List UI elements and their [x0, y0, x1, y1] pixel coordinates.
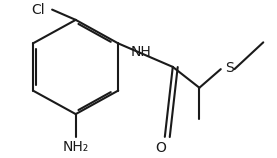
Text: S: S: [225, 61, 234, 75]
Text: Cl: Cl: [32, 3, 45, 17]
Text: O: O: [155, 141, 166, 155]
Text: NH₂: NH₂: [63, 140, 89, 154]
Text: NH: NH: [131, 46, 152, 59]
